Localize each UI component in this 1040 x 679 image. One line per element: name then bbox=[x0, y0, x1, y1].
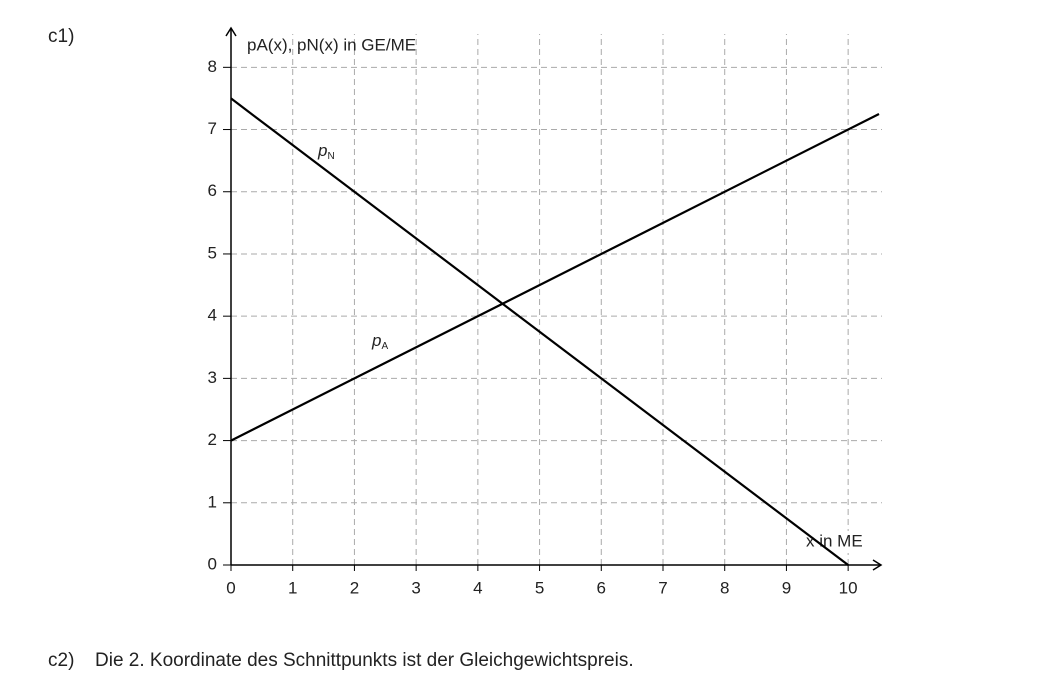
x-tick-label: 3 bbox=[411, 578, 420, 597]
y-tick-label: 6 bbox=[208, 181, 217, 200]
x-tick-label: 5 bbox=[535, 578, 544, 597]
x-tick-label: 4 bbox=[473, 578, 482, 597]
series-line bbox=[230, 113, 880, 442]
x-axis-arrow bbox=[872, 559, 883, 571]
series-label: pA bbox=[371, 331, 388, 351]
x-tick-label: 0 bbox=[226, 578, 235, 597]
x-tick-label: 9 bbox=[782, 578, 791, 597]
x-axis-label: x in ME bbox=[806, 531, 863, 550]
y-axis-arrow bbox=[225, 26, 237, 37]
part-label: c1) bbox=[48, 26, 74, 47]
statement: Die 2. Koordinate des Schnittpunkts ist … bbox=[95, 650, 634, 671]
x-tick-label: 7 bbox=[658, 578, 667, 597]
y-tick-label: 8 bbox=[208, 57, 217, 76]
x-tick-label: 2 bbox=[350, 578, 359, 597]
x-tick-label: 10 bbox=[839, 578, 858, 597]
y-axis-label: pA(x), pN(x) in GE/ME bbox=[247, 35, 416, 54]
y-tick-label: 7 bbox=[208, 119, 217, 138]
series-label: pN bbox=[317, 141, 335, 161]
y-tick-label: 3 bbox=[208, 368, 217, 387]
x-tick-label: 8 bbox=[720, 578, 729, 597]
x-tick-label: 1 bbox=[288, 578, 297, 597]
x-tick-label: 6 bbox=[597, 578, 606, 597]
y-tick-label: 5 bbox=[208, 243, 217, 262]
part-label: c2) bbox=[48, 650, 74, 671]
y-tick-label: 1 bbox=[208, 492, 217, 511]
y-tick-label: 0 bbox=[208, 554, 217, 573]
series-line bbox=[230, 97, 849, 566]
y-tick-label: 4 bbox=[208, 306, 217, 325]
y-tick-label: 2 bbox=[208, 430, 217, 449]
x-label-bg bbox=[806, 531, 868, 553]
